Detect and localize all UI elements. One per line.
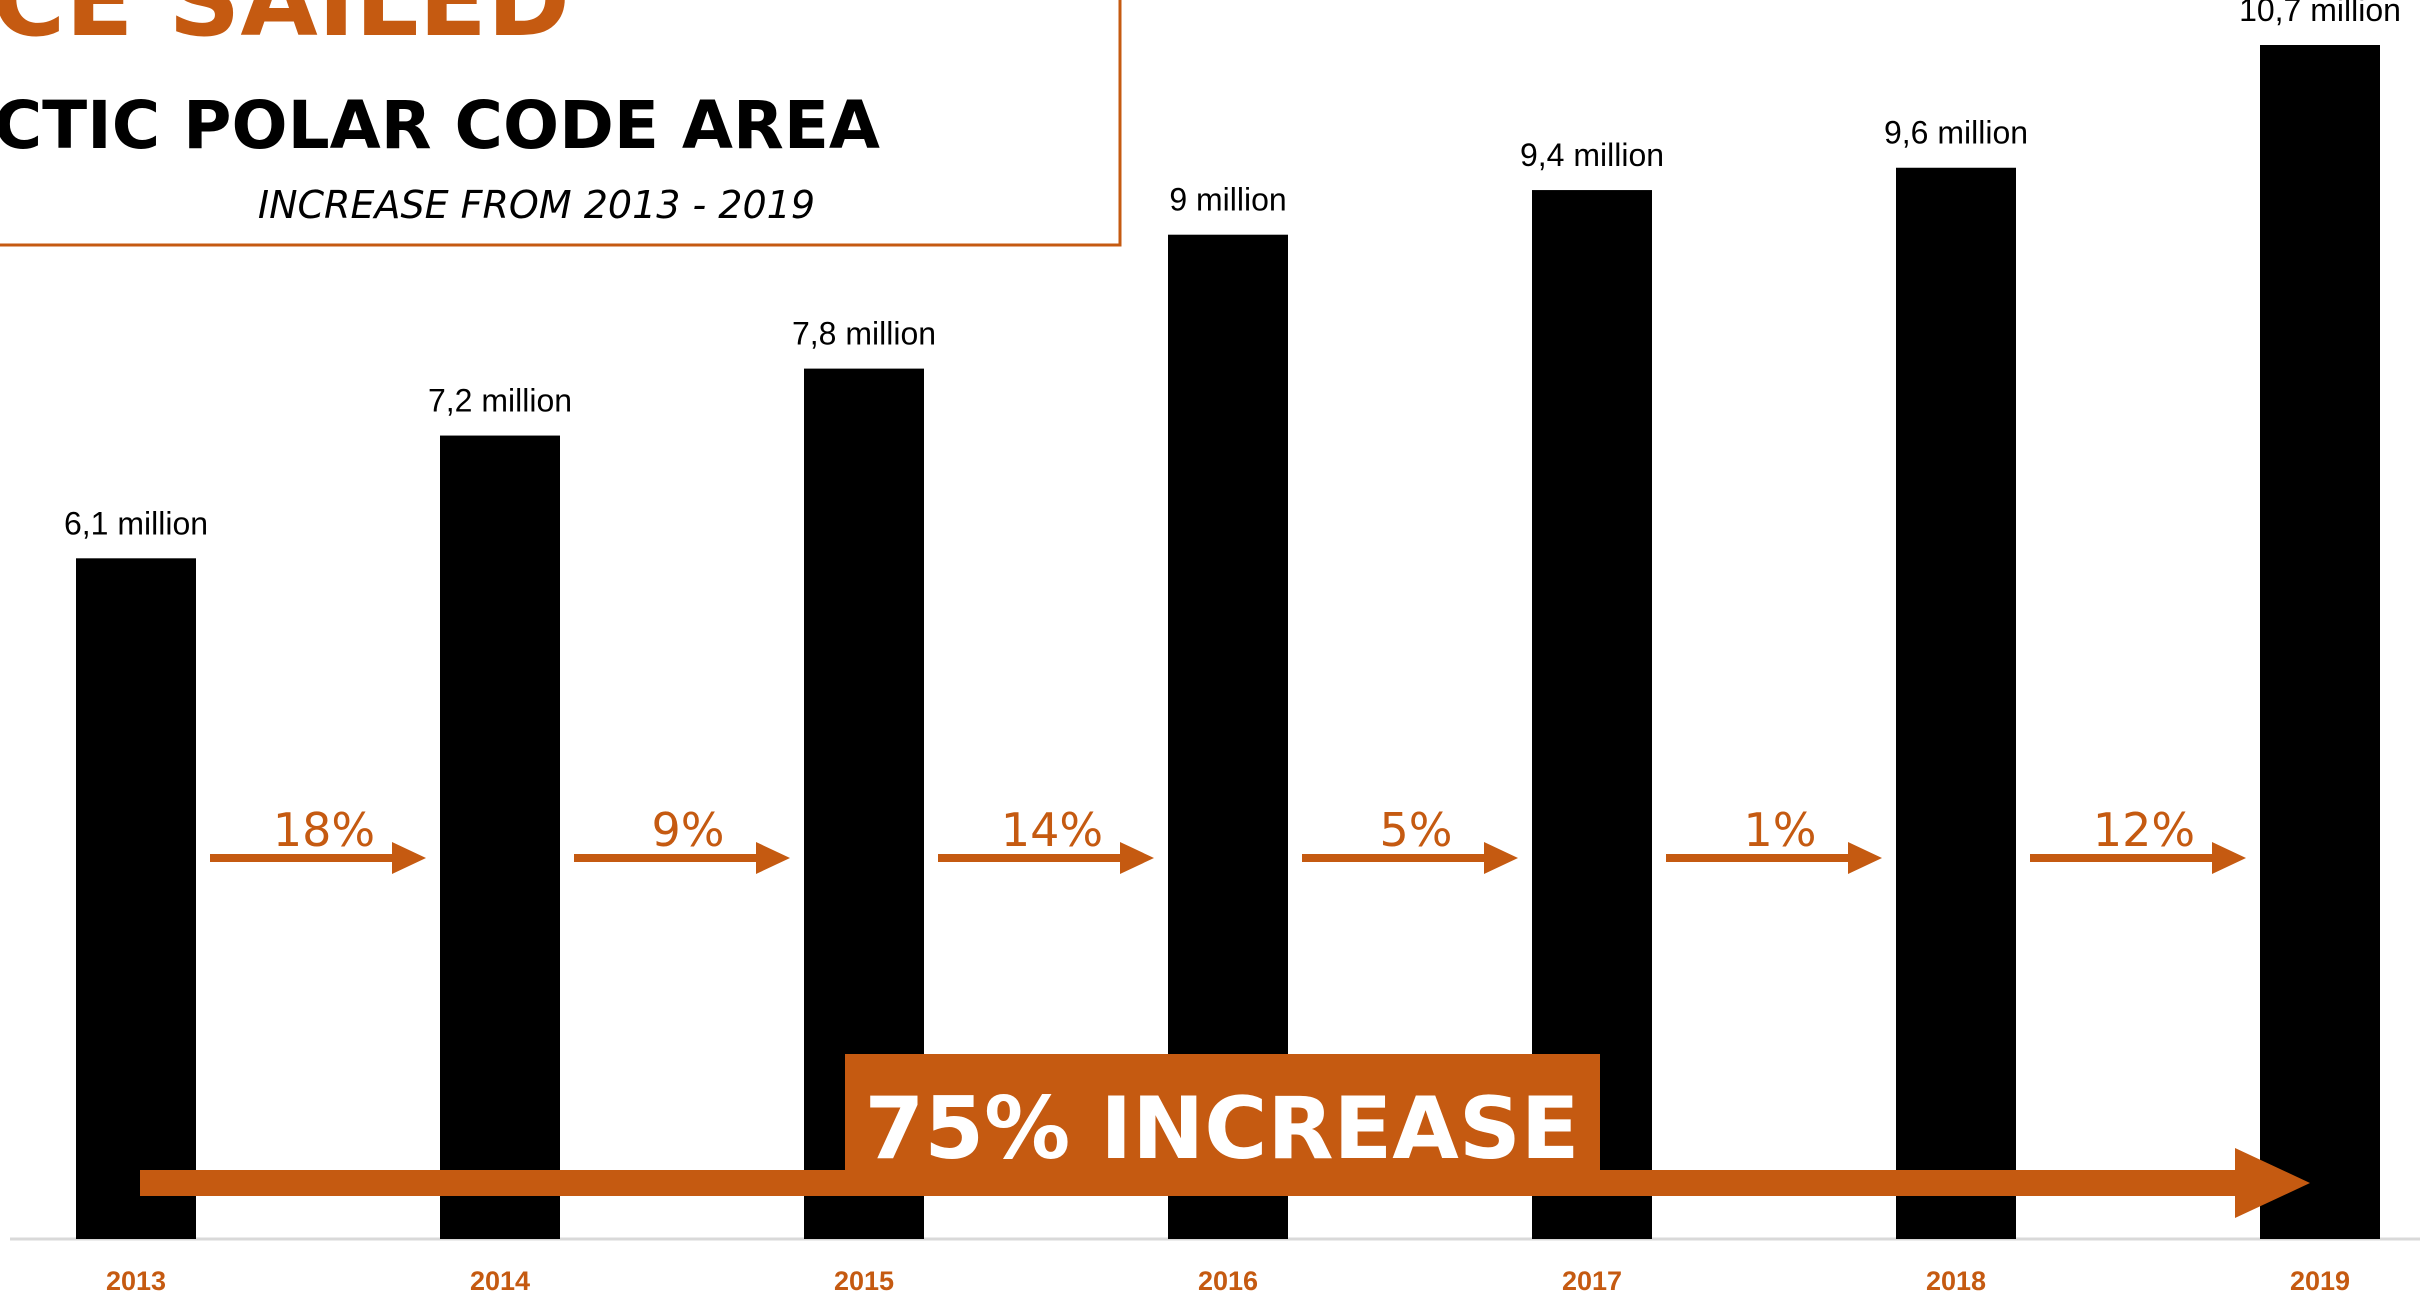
chart-title: DISTANCE SAILED: [0, 0, 570, 59]
growth-label-6: 12%: [2093, 803, 2195, 857]
x-tick-label-2019: 2019: [2290, 1266, 2350, 1292]
growth-arrow-head-1: [392, 842, 426, 874]
bar-2019: [2260, 45, 2380, 1239]
value-label-2013: 6,1 million: [64, 505, 208, 541]
chart-subtitle: ARCTIC POLAR CODE AREA: [0, 87, 880, 164]
growth-label-2: 9%: [652, 803, 725, 857]
total-increase-arrow-head: [2235, 1148, 2310, 1218]
bar-2014: [440, 435, 560, 1239]
value-label-2018: 9,6 million: [1884, 115, 2028, 151]
bar-2018: [1896, 167, 2016, 1239]
value-label-2019: 10,7 million: [2239, 0, 2401, 28]
year-labels-layer: 2013 2014 2015 2016 2017 2018 2019: [106, 1266, 2350, 1292]
bar-2013: [76, 558, 196, 1239]
x-tick-label-2018: 2018: [1926, 1266, 1986, 1292]
growth-arrow-head-6: [2212, 842, 2246, 874]
value-label-2016: 9 million: [1169, 182, 1286, 218]
growth-arrow-head-4: [1484, 842, 1518, 874]
x-tick-label-2016: 2016: [1198, 1266, 1258, 1292]
growth-arrow-head-3: [1120, 842, 1154, 874]
value-label-2017: 9,4 million: [1520, 137, 1664, 173]
value-labels-layer: 6,1 million 7,2 million 7,8 million 9 milli…: [64, 0, 2401, 541]
title-box: [0, 0, 1122, 247]
chart-note: INCREASE FROM 2013 - 2019: [258, 183, 815, 227]
total-increase-banner: [845, 1054, 1600, 1182]
x-tick-label-2014: 2014: [470, 1266, 530, 1292]
x-tick-label-2013: 2013: [106, 1266, 166, 1292]
value-label-2014: 7,2 million: [428, 383, 572, 419]
growth-label-3: 14%: [1001, 803, 1103, 857]
growth-label-4: 5%: [1380, 803, 1453, 857]
growth-layer: 18% 9% 14% 5% 1% 12%: [210, 803, 2246, 874]
x-tick-label-2015: 2015: [834, 1266, 894, 1292]
value-label-2015: 7,8 million: [792, 316, 936, 352]
growth-label-1: 18%: [273, 803, 375, 857]
total-increase-label: 75% INCREASE: [864, 1079, 1579, 1179]
growth-arrow-head-2: [756, 842, 790, 874]
growth-label-5: 1%: [1744, 803, 1817, 857]
x-tick-label-2017: 2017: [1562, 1266, 1622, 1292]
growth-arrow-head-5: [1848, 842, 1882, 874]
